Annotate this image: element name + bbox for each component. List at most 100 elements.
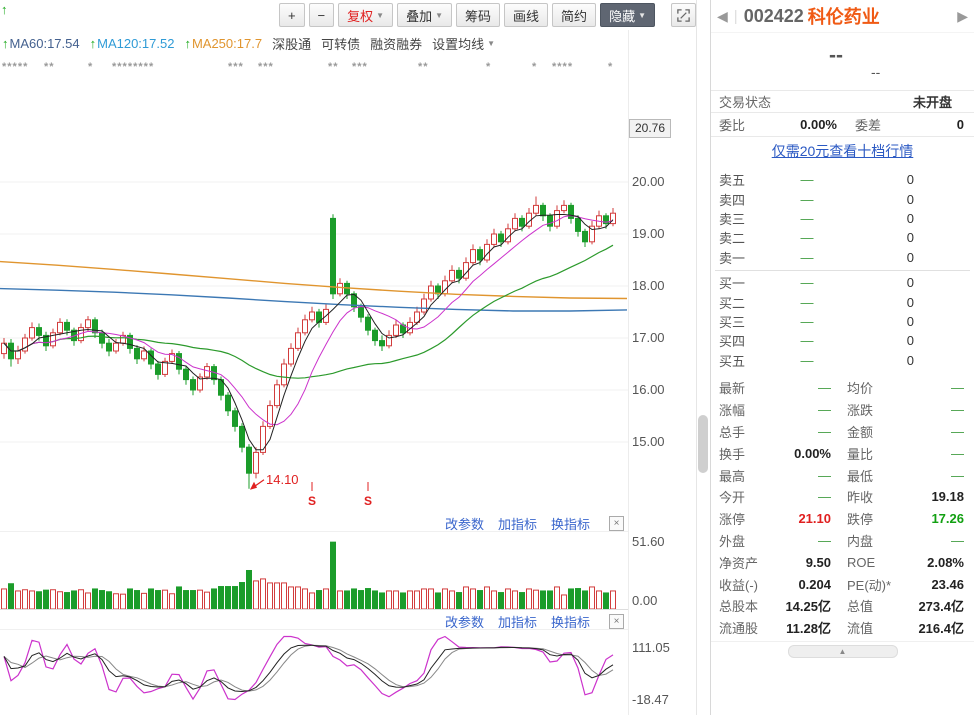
weicha-value: 0 <box>956 117 964 132</box>
stat-label: 换手 <box>719 446 746 462</box>
oscillator-chart[interactable] <box>0 632 628 714</box>
next-stock-button[interactable]: ▶ <box>957 7 968 24</box>
indicator-axis-bottom-label: -18.47 <box>632 692 669 707</box>
prev-stock-button[interactable]: ◀ <box>717 7 728 24</box>
stat-label: 总股本 <box>719 599 759 615</box>
restore-rights-button[interactable]: 复权 ▼ <box>338 3 394 27</box>
chevron-down-icon: ▼ <box>435 10 444 20</box>
price-axis-label: 19.00 <box>632 226 665 241</box>
ask-row-label: 卖四 <box>719 192 746 208</box>
market-tag-link[interactable]: 深股通 <box>272 36 312 52</box>
price-change-value: -- <box>871 64 881 80</box>
close-pane-button[interactable]: × <box>609 516 624 531</box>
event-marker-cluster: * <box>486 61 491 73</box>
stat-value: — <box>818 423 831 439</box>
stat-label: 收益(-) <box>719 577 758 593</box>
up-arrow-icon: ↑ <box>2 35 9 51</box>
market-tag-link[interactable]: 融资融券 <box>370 36 423 52</box>
bid-row-label: 买四 <box>719 334 746 350</box>
chip-distribution-label: 筹码 <box>465 8 492 24</box>
ask-row-volume: 0 <box>906 210 914 226</box>
stat-value: — <box>951 380 964 396</box>
hide-button[interactable]: 隐藏 ▼ <box>600 3 655 27</box>
market-tag-link[interactable]: 可转债 <box>321 36 361 52</box>
level10-quotes-link[interactable]: 仅需20元查看十档行情 <box>771 143 914 159</box>
ask-row-volume: 0 <box>906 172 914 188</box>
panel-bottom-divider <box>711 641 974 642</box>
draw-line-button[interactable]: 画线 <box>504 3 549 27</box>
trading-status-value: 未开盘 <box>912 95 952 110</box>
event-marker-cluster: *** <box>352 61 368 73</box>
edit-params-link[interactable]: 改参数 <box>444 614 484 630</box>
panel-scroll-up-button[interactable]: ▲ <box>787 645 898 658</box>
stat-value: 0.204 <box>798 576 831 592</box>
add-indicator-link[interactable]: 加指标 <box>497 516 537 532</box>
bid-row: 买二 — 0 <box>711 292 974 311</box>
stat-label: 总手 <box>719 424 746 440</box>
ask-row: 卖四 — 0 <box>711 189 974 208</box>
bid-row-price: — <box>800 294 814 310</box>
bid-row-price: — <box>800 275 814 291</box>
close-pane-button[interactable]: × <box>609 614 624 629</box>
weibi-label: 委比 <box>719 118 746 133</box>
stat-label: 最高 <box>719 468 746 484</box>
ask-row-label: 卖二 <box>719 231 746 247</box>
stat-value: — <box>818 402 831 418</box>
bid-row-volume: 0 <box>906 313 914 329</box>
weibi-row: 委比 0.00% 委差 0 <box>711 113 974 137</box>
stat-label: 跌停 <box>847 512 874 528</box>
zoom-in-button[interactable]: + <box>278 3 305 27</box>
quote-panel: ◀ | 002422 科伦药业 ▶ -- -- 交易状态 未开盘 委比 0.00… <box>710 0 974 715</box>
last-price-value: -- <box>829 44 843 67</box>
stat-label: 今开 <box>719 490 746 506</box>
price-axis-label: 15.00 <box>632 434 665 449</box>
stat-row: 总股本 14.25亿 总值 273.4亿 <box>711 595 974 617</box>
stat-row: 今开 — 昨收 19.18 <box>711 486 974 508</box>
simple-mode-button[interactable]: 简约 <box>552 3 597 27</box>
stat-value: 11.28亿 <box>786 621 831 637</box>
stat-label: 内盘 <box>847 533 874 549</box>
stat-value: — <box>818 489 831 505</box>
stat-value: 0.00% <box>794 445 831 461</box>
stat-value: 23.46 <box>931 576 964 592</box>
switch-indicator-link[interactable]: 换指标 <box>550 516 590 532</box>
bid-row: 买四 — 0 <box>711 331 974 350</box>
fullscreen-button[interactable] <box>671 3 696 27</box>
candlestick-chart[interactable]: ***** ** * ******** *** *** ** *** ** * * **** *14.1… <box>0 30 628 515</box>
price-axis-label: 18.00 <box>632 278 665 293</box>
add-indicator-link[interactable]: 加指标 <box>497 614 537 630</box>
chip-distribution-button[interactable]: 筹码 <box>456 3 501 27</box>
ask-row: 卖二 — 0 <box>711 228 974 247</box>
overlay-button[interactable]: 叠加 ▼ <box>397 3 453 27</box>
restore-rights-label: 复权 <box>347 8 374 24</box>
fullscreen-icon <box>677 8 690 22</box>
indicator-pane-controls: 改参数 加指标 换指标 × <box>0 613 628 630</box>
volume-axis-top-label: 51.60 <box>632 534 665 549</box>
bid-row-label: 买一 <box>719 276 746 292</box>
switch-indicator-link[interactable]: 换指标 <box>550 614 590 630</box>
bid-row-label: 买二 <box>719 295 746 311</box>
stat-row: 最高 — 最低 — <box>711 464 974 486</box>
volume-chart[interactable] <box>0 532 628 612</box>
edit-params-link[interactable]: 改参数 <box>444 516 484 532</box>
stat-label: 总值 <box>847 599 874 615</box>
stat-value: 273.4亿 <box>918 599 964 615</box>
event-marker-cluster: *** <box>228 61 244 73</box>
zoom-out-button[interactable]: − <box>308 3 335 27</box>
stat-value: 17.26 <box>931 511 964 527</box>
ask-row-volume: 0 <box>906 191 914 207</box>
price-axis-label: 17.00 <box>632 330 665 345</box>
event-marker-cluster: * <box>608 61 613 73</box>
stat-value: — <box>951 402 964 418</box>
stock-stats: 最新 — 均价 — 涨幅 — 涨跌 — 总手 — 金额 — 换手 0.00% 量比 — 最高 — 最低 — 今开 — 昨收 1… <box>711 377 974 639</box>
bid-levels: 买一 — 0 买二 — 0 买三 — 0 买四 — 0 买五 — 0 <box>711 273 974 370</box>
draw-line-label: 画线 <box>513 8 540 24</box>
stat-row: 流通股 11.28亿 流值 216.4亿 <box>711 617 974 639</box>
quote-panel-header: ◀ | 002422 科伦药业 ▶ <box>711 0 974 33</box>
weicha-label: 委差 <box>855 118 882 133</box>
trading-status-row: 交易状态 未开盘 <box>711 90 974 113</box>
vertical-scrollbar-thumb[interactable] <box>698 415 708 473</box>
ma-settings-button[interactable]: 设置均线 ▼ <box>432 34 495 52</box>
stat-value: — <box>818 380 831 396</box>
stat-row: 换手 0.00% 量比 — <box>711 442 974 464</box>
